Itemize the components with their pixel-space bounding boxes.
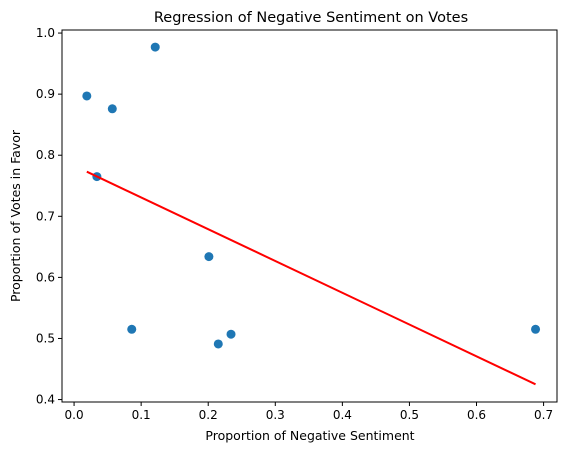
y-tick-label: 0.6 <box>36 270 55 284</box>
x-tick-label: 0.6 <box>467 408 486 422</box>
y-axis-label: Proportion of Votes in Favor <box>8 129 23 302</box>
scatter-point <box>82 91 92 101</box>
x-tick-label: 0.4 <box>333 408 352 422</box>
y-tick-label: 0.9 <box>36 87 55 101</box>
x-tick-label: 0.2 <box>199 408 218 422</box>
y-tick-label: 0.7 <box>36 209 55 223</box>
scatter-point <box>226 329 236 339</box>
plot-area: 0.0 0.1 0.2 0.3 0.4 0.5 0.6 0.7 0.4 0.5 0.6 0.7 0.8 0… <box>36 26 558 422</box>
axes-frame <box>61 29 558 403</box>
scatter-point <box>107 104 117 114</box>
scatter-point <box>204 252 214 262</box>
regression-line <box>86 170 536 386</box>
x-tick-label: 0.1 <box>132 408 151 422</box>
y-tick-label: 0.8 <box>36 148 55 162</box>
scatter-point <box>150 42 160 52</box>
x-tick-label: 0.3 <box>266 408 285 422</box>
x-axis-label: Proportion of Negative Sentiment <box>205 428 414 443</box>
y-tick-label: 0.4 <box>36 393 55 407</box>
x-tick-label: 0.0 <box>65 408 84 422</box>
chart-title: Regression of Negative Sentiment on Vote… <box>154 10 468 26</box>
scatter-point <box>127 324 137 334</box>
x-tick-label: 0.5 <box>400 408 419 422</box>
y-tick-label: 1.0 <box>36 26 55 40</box>
y-tick-label: 0.5 <box>36 331 55 345</box>
scatter-point <box>213 339 223 349</box>
x-tick-label: 0.7 <box>534 408 553 422</box>
scatter-point <box>531 324 541 334</box>
